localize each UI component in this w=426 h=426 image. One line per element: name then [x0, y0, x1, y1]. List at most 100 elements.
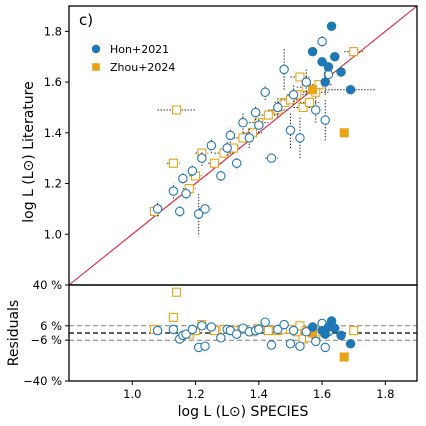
main-y-tick-label: 1.2 [44, 177, 62, 191]
zhou-main-point [168, 158, 178, 168]
hon-residual-point [285, 339, 296, 349]
hon-main-point [323, 62, 334, 72]
hon-residual-point [288, 325, 299, 336]
hon-main-point [311, 105, 321, 115]
hon-residual-point [181, 329, 191, 339]
hon-main-point [273, 102, 283, 113]
hon-residual-point [329, 323, 340, 333]
main-y-tick-label: 1.4 [44, 126, 62, 140]
hon-residual-point [320, 342, 331, 353]
zhou-main-point [349, 47, 359, 57]
hon-residual-point [216, 333, 226, 343]
main-y-axis-title: log L (L⊙) Literature [21, 81, 37, 223]
x-tick-label: 1.8 [376, 387, 394, 401]
hon-main-point [178, 173, 188, 184]
hon-residual-point [336, 330, 346, 341]
hon-main-point [200, 204, 210, 214]
legend-zhou-marker [92, 63, 100, 71]
zhou-residual-point [349, 326, 359, 336]
hon-main-point [301, 77, 312, 87]
hon-main-point [238, 117, 248, 128]
zhou-main-point [339, 128, 349, 138]
hon-main-point [329, 51, 340, 62]
hon-main-point [260, 87, 270, 97]
main-scatter-panel: 1.0 1.2 1.4 1.6 1.8 c) Hon+2021 Zhou+2024 lo… [21, 5, 418, 286]
hon-residual-point [187, 324, 198, 335]
hon-residual-point [301, 327, 312, 337]
zhou-main-point [209, 158, 220, 168]
hon-main-point [231, 158, 242, 169]
hon-main-point [295, 133, 305, 143]
zhou-residual-point [263, 326, 273, 336]
hon-main-point [254, 120, 264, 130]
hon-residual-point [168, 324, 179, 335]
residuals-y-axis-title: Residuals [6, 300, 22, 366]
residuals-panel: −40 % −6 %6 % 40 % 1.0 1.2 1.4 1.6 1.8 Residua… [6, 278, 418, 420]
hon-main-point [174, 206, 185, 217]
zhou-residual-point [172, 287, 182, 297]
hon-residual-point [266, 340, 277, 350]
hon-main-point [152, 204, 163, 214]
hon-main-point [216, 171, 226, 181]
x-tick-label: 1.0 [123, 387, 141, 401]
hon-main-point [345, 84, 356, 95]
main-y-tick-label: 1.0 [44, 227, 62, 241]
hon-residual-point [311, 336, 321, 347]
zhou-main-point [298, 102, 308, 113]
hon-main-point [250, 107, 261, 118]
x-tick-label: 1.6 [313, 387, 331, 401]
hon-main-point [320, 115, 331, 125]
hon-main-point [288, 90, 299, 100]
hon-residual-point [231, 329, 242, 339]
hon-residual-point [152, 325, 163, 336]
hon-main-point [317, 57, 327, 67]
x-axis-title: log L (L⊙) SPECIES [178, 404, 309, 420]
hon-main-point [168, 186, 179, 196]
hon-main-point [326, 21, 337, 32]
hon-residual-point [260, 317, 270, 327]
zhou-residual-point [339, 352, 349, 362]
hon-main-point [336, 67, 346, 77]
hon-main-point [197, 153, 207, 163]
hon-main-point [181, 188, 191, 199]
hon-main-point [279, 64, 289, 75]
residuals-plot-frame [68, 284, 418, 382]
hon-main-point [266, 153, 277, 163]
hon-main-point [187, 166, 198, 176]
hon-main-point [285, 125, 296, 136]
zhou-main-point [172, 105, 182, 115]
zhou-main-point [263, 110, 273, 120]
residual-y-tick-label: 6 % [40, 319, 62, 333]
residual-y-tick-label: −40 % [23, 374, 62, 388]
main-y-tick-label: 1.8 [44, 24, 62, 38]
zhou-residual-point [168, 312, 178, 322]
hon-main-point [244, 133, 255, 143]
hon-residual-point [295, 341, 305, 351]
legend-hon-marker [91, 44, 101, 54]
zhou-residual-point [295, 321, 305, 331]
panel-label: c) [79, 11, 93, 29]
hon-residual-point [273, 324, 283, 335]
main-y-tick-label: 1.6 [44, 75, 62, 89]
x-tick-label: 1.4 [250, 387, 268, 401]
residual-y-tick-label: 40 % [33, 278, 62, 292]
hon-main-point [307, 46, 318, 57]
zhou-main-point [295, 72, 305, 82]
hon-main-point [222, 143, 232, 153]
legend: Hon+2021 Zhou+2024 [91, 43, 175, 74]
hon-residual-point [197, 321, 207, 331]
hon-main-point [193, 209, 204, 219]
hon-main-point [317, 36, 327, 47]
zhou-main-point [304, 97, 314, 107]
hon-residual-point [307, 322, 318, 332]
hon-residual-point [279, 319, 289, 330]
hon-residual-point [345, 339, 356, 349]
hon-main-point [225, 130, 236, 141]
hon-residual-point [206, 322, 217, 332]
zhou-main-point [308, 85, 318, 95]
residual-y-tick-label: −6 % [30, 333, 62, 347]
x-tick-label: 1.2 [186, 387, 204, 401]
legend-label-hon: Hon+2021 [110, 43, 169, 56]
hon-main-point [320, 77, 331, 87]
